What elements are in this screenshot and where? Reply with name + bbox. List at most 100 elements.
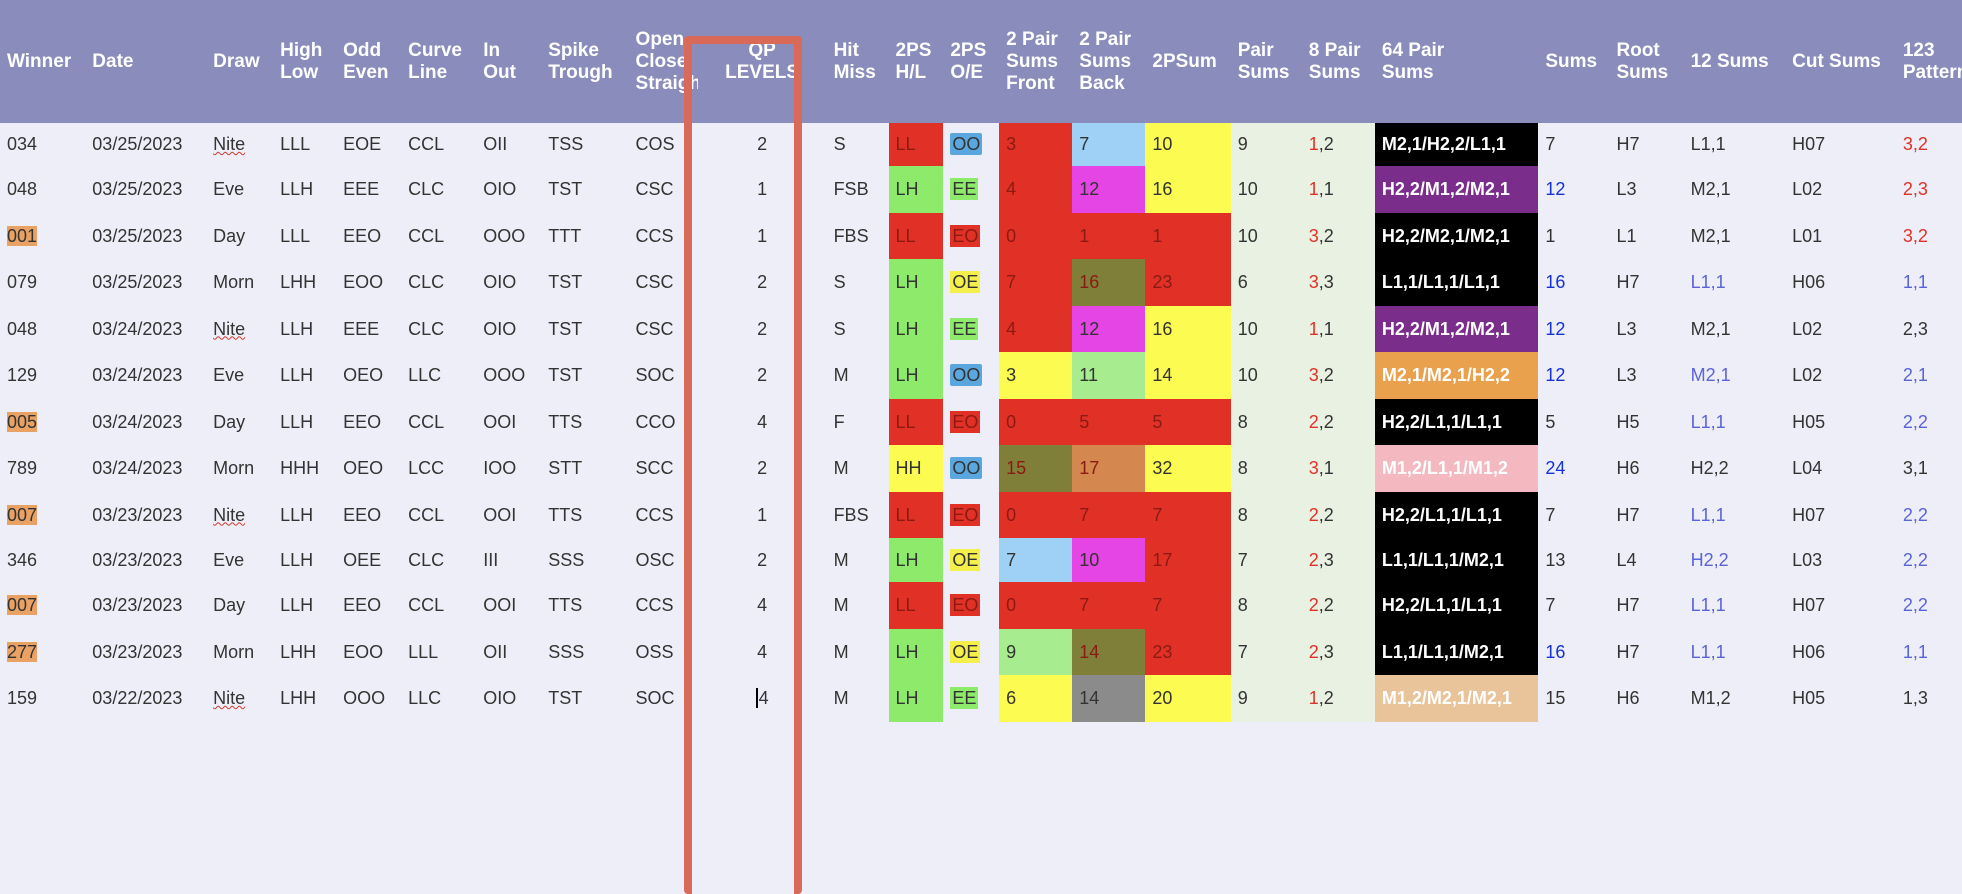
cell-open-close-straight[interactable]: CCS: [635, 595, 674, 615]
cell-high-low[interactable]: HHH: [280, 458, 320, 478]
cell-sums[interactable]: 1: [1545, 225, 1556, 246]
cell-2psum[interactable]: 7: [1145, 492, 1231, 538]
cell-123-pattern[interactable]: 2,3: [1902, 179, 1928, 199]
column-header[interactable]: Draw: [206, 0, 274, 123]
cell-2ps-hl[interactable]: LH: [888, 259, 944, 306]
cell-high-low[interactable]: LLH: [280, 595, 314, 615]
cell-root-sums[interactable]: H7: [1616, 134, 1640, 154]
column-header[interactable]: In Out: [476, 0, 542, 123]
cell-2ps-oe[interactable]: OE: [943, 259, 999, 306]
cell-in-out[interactable]: III: [483, 549, 499, 570]
cell-12-sums[interactable]: H2,2: [1690, 549, 1729, 570]
cell-pair-sums-back[interactable]: 14: [1072, 675, 1146, 722]
cell-2psum[interactable]: 14: [1145, 352, 1231, 399]
cell-pair-sums-front[interactable]: 0: [999, 492, 1073, 538]
cell-2ps-hl[interactable]: LH: [888, 166, 944, 213]
column-header[interactable]: High Low: [273, 0, 337, 123]
cell-in-out[interactable]: OOO: [483, 225, 526, 246]
cell-hit-miss[interactable]: M: [833, 688, 849, 708]
cell-qp-levels[interactable]: 1: [698, 492, 827, 538]
cell-8-pair-sums[interactable]: 1,2: [1301, 123, 1375, 166]
cell-2ps-hl[interactable]: LL: [888, 582, 944, 629]
cell-open-close-straight[interactable]: SOC: [635, 365, 675, 385]
cell-open-close-straight[interactable]: CCS: [635, 225, 674, 246]
cell-8-pair-sums[interactable]: 3,1: [1301, 445, 1375, 492]
cell-odd-even[interactable]: EEO: [343, 411, 382, 432]
cell-curve-line[interactable]: CCL: [408, 504, 445, 525]
cell-hit-miss[interactable]: M: [833, 595, 849, 615]
cell-cut-sums[interactable]: H07: [1792, 134, 1826, 154]
cell-2ps-hl[interactable]: LL: [888, 123, 944, 166]
cell-8-pair-sums[interactable]: 2,2: [1301, 399, 1375, 445]
column-header[interactable]: Spike Trough: [541, 0, 629, 123]
cell-winner[interactable]: 034: [0, 123, 85, 166]
cell-qp-levels[interactable]: 2: [698, 123, 827, 166]
cell-2psum[interactable]: 16: [1145, 166, 1231, 213]
cell-hit-miss[interactable]: S: [833, 272, 846, 292]
cell-2psum[interactable]: 7: [1145, 582, 1231, 629]
cell-pair-sums-back[interactable]: 7: [1072, 123, 1146, 166]
cell-winner[interactable]: 159: [0, 675, 85, 722]
cell-8-pair-sums[interactable]: 2,3: [1301, 538, 1375, 582]
cell-pair-sums[interactable]: 6: [1230, 259, 1302, 306]
cell-qp-levels[interactable]: 2: [698, 352, 827, 399]
cell-open-close-straight[interactable]: CSC: [635, 179, 674, 199]
cell-8-pair-sums[interactable]: 1,1: [1301, 166, 1375, 213]
column-header[interactable]: 2PS O/E: [943, 0, 1000, 123]
cell-123-pattern[interactable]: 3,2: [1902, 134, 1928, 154]
cell-curve-line[interactable]: CCL: [408, 225, 445, 246]
cell-odd-even[interactable]: OEO: [343, 365, 384, 385]
cell-2ps-hl[interactable]: LH: [888, 629, 944, 675]
cell-pair-sums-back[interactable]: 12: [1072, 306, 1146, 352]
cell-odd-even[interactable]: EEO: [343, 504, 382, 525]
cell-hit-miss[interactable]: M: [833, 549, 849, 570]
column-header[interactable]: Hit Miss: [826, 0, 889, 123]
cell-2ps-hl[interactable]: LH: [888, 352, 944, 399]
cell-pair-sums[interactable]: 9: [1230, 675, 1302, 722]
cell-pair-sums-front[interactable]: 4: [999, 166, 1073, 213]
cell-8-pair-sums[interactable]: 1,2: [1301, 675, 1375, 722]
cell-open-close-straight[interactable]: OSS: [635, 641, 674, 662]
cell-12-sums[interactable]: H2,2: [1690, 458, 1729, 478]
cell-pair-sums-back[interactable]: 7: [1072, 492, 1146, 538]
cell-pair-sums[interactable]: 10: [1230, 213, 1302, 259]
cell-sums[interactable]: 24: [1545, 458, 1566, 478]
cell-123-pattern[interactable]: 3,1: [1902, 458, 1928, 478]
cell-curve-line[interactable]: LLL: [408, 641, 439, 662]
cell-odd-even[interactable]: EEO: [343, 595, 382, 615]
cell-cut-sums[interactable]: H06: [1792, 272, 1826, 292]
cell-winner[interactable]: 277: [0, 629, 85, 675]
cell-123-pattern[interactable]: 3,2: [1902, 225, 1928, 246]
cell-odd-even[interactable]: EEE: [343, 179, 380, 199]
cell-qp-levels[interactable]: 1: [698, 166, 827, 213]
cell-hit-miss[interactable]: F: [833, 411, 845, 432]
cell-spike-trough[interactable]: TST: [548, 318, 583, 339]
column-header[interactable]: 2PSum: [1145, 0, 1231, 123]
cell-open-close-straight[interactable]: SOC: [635, 688, 675, 708]
cell-odd-even[interactable]: EOE: [343, 134, 382, 154]
column-header[interactable]: 123 Pattern: [1895, 0, 1962, 123]
cell-sums[interactable]: 16: [1545, 641, 1566, 662]
cell-8-pair-sums[interactable]: 3,2: [1301, 213, 1375, 259]
cell-open-close-straight[interactable]: CCO: [635, 411, 676, 432]
cell-8-pair-sums[interactable]: 1,1: [1301, 306, 1375, 352]
cell-8-pair-sums[interactable]: 3,3: [1301, 259, 1375, 306]
cell-curve-line[interactable]: LLC: [408, 365, 442, 385]
cell-pair-sums[interactable]: 10: [1230, 306, 1302, 352]
cell-2psum[interactable]: 17: [1145, 538, 1231, 582]
cell-open-close-straight[interactable]: SCC: [635, 458, 674, 478]
cell-2ps-hl[interactable]: LH: [888, 538, 944, 582]
column-header[interactable]: 12 Sums: [1683, 0, 1786, 123]
cell-winner[interactable]: 007: [0, 582, 85, 629]
cell-12-sums[interactable]: L1,1: [1690, 134, 1726, 154]
cell-root-sums[interactable]: L3: [1616, 179, 1637, 199]
cell-open-close-straight[interactable]: CSC: [635, 318, 674, 339]
cell-winner[interactable]: 001: [0, 213, 85, 259]
cell-123-pattern[interactable]: 1,1: [1902, 641, 1928, 662]
cell-spike-trough[interactable]: TST: [548, 179, 583, 199]
cell-draw[interactable]: Nite: [206, 675, 273, 722]
cell-8-pair-sums[interactable]: 2,2: [1301, 492, 1375, 538]
cell-qp-levels[interactable]: 2: [698, 538, 827, 582]
cell-curve-line[interactable]: CLC: [408, 318, 445, 339]
cell-date[interactable]: 03/23/2023: [92, 549, 183, 570]
